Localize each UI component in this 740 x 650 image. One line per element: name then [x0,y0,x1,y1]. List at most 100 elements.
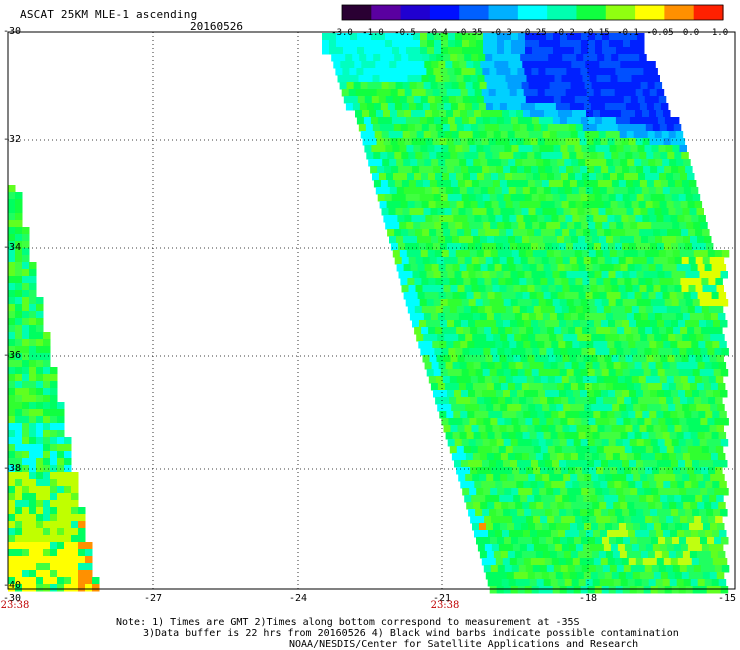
swath-cell [545,166,553,174]
swath-cell [581,488,589,496]
swath-cell [707,537,715,545]
swath-cell [676,292,685,300]
swath-cell [524,194,533,202]
swath-cell [616,488,624,496]
swath-cell [36,437,44,445]
swath-cell [648,579,657,587]
swath-cell [712,411,720,419]
swath-cell [691,341,699,349]
swath-cell [517,460,525,468]
swath-cell [511,348,519,356]
swath-cell [502,215,510,223]
swath-cell [396,61,404,69]
swath-cell [466,264,475,272]
swath-cell [573,194,582,202]
swath-cell [524,68,532,76]
swath-cell [681,152,689,160]
swath-cell [441,348,449,356]
swath-cell [8,241,16,249]
swath-cell [461,390,469,398]
swath-cell [455,40,463,48]
swath-cell [597,103,606,111]
swath-cell [414,75,422,83]
swath-cell [470,124,479,132]
swath-cell [601,166,609,174]
swath-cell [641,159,649,167]
swath-cell [502,558,511,566]
swath-cell [647,523,655,531]
swath-cell [421,327,429,335]
swath-cell [657,369,666,377]
swath-cell [607,110,615,118]
swath-cell [549,404,557,412]
swath-cell [600,530,608,538]
swath-cell [43,367,51,375]
swath-cell [15,493,23,501]
swath-cell [527,54,535,62]
swath-cell [350,33,358,41]
swath-cell [685,271,693,279]
swath-cell [704,292,713,300]
swath-cell [689,453,698,461]
swath-cell [464,180,473,188]
swath-cell [595,47,603,55]
swath-cell [663,481,671,489]
swath-cell [585,236,593,244]
swath-cell [515,187,524,195]
colorbar-tick-label: -0.1 [617,28,639,38]
swath-cell [680,397,688,405]
swath-cell [546,537,554,545]
swath-cell [615,166,623,174]
swath-cell [494,236,502,244]
swath-cell [597,572,606,580]
swath-cell [561,516,569,524]
swath-cell [636,586,645,594]
swath-cell [483,250,492,258]
swath-cell [433,271,441,279]
swath-cell [577,313,586,321]
swath-cell [587,586,596,594]
swath-cell [576,495,584,503]
swath-cell [517,369,526,377]
swath-cell [598,334,606,342]
swath-cell [626,474,634,482]
swath-cell [503,166,511,174]
swath-cell [657,509,665,517]
swath-cell [467,481,475,489]
swath-cell [627,187,636,195]
swath-cell [490,565,499,573]
swath-cell [630,565,639,573]
swath-cell [636,509,644,517]
swath-cell [57,409,65,417]
swath-cell [708,446,717,454]
swath-cell [644,418,652,426]
swath-cell [653,572,662,580]
swath-cell [654,383,663,391]
swath-cell [571,264,580,272]
swath-cell [591,551,600,559]
swath-cell [22,346,30,354]
swath-cell [466,432,475,440]
swath-cell [499,572,508,580]
swath-cell [461,166,469,174]
swath-cell [398,68,406,76]
swath-cell [581,222,589,230]
swath-cell [386,75,394,83]
swath-cell [425,243,434,251]
swath-cell [515,61,523,69]
swath-cell [678,369,687,377]
swath-cell [546,565,555,573]
swath-cell [697,432,706,440]
swath-cell [418,110,426,118]
swath-cell [343,96,352,104]
swath-cell [616,40,624,48]
swath-cell [394,103,403,111]
swath-cell [340,61,348,69]
swath-cell [493,383,502,391]
swath-cell [490,47,498,55]
swath-cell [524,586,533,594]
swath-cell [533,327,541,335]
swath-cell [513,285,521,293]
swath-cell [624,201,633,209]
swath-cell [607,411,615,419]
